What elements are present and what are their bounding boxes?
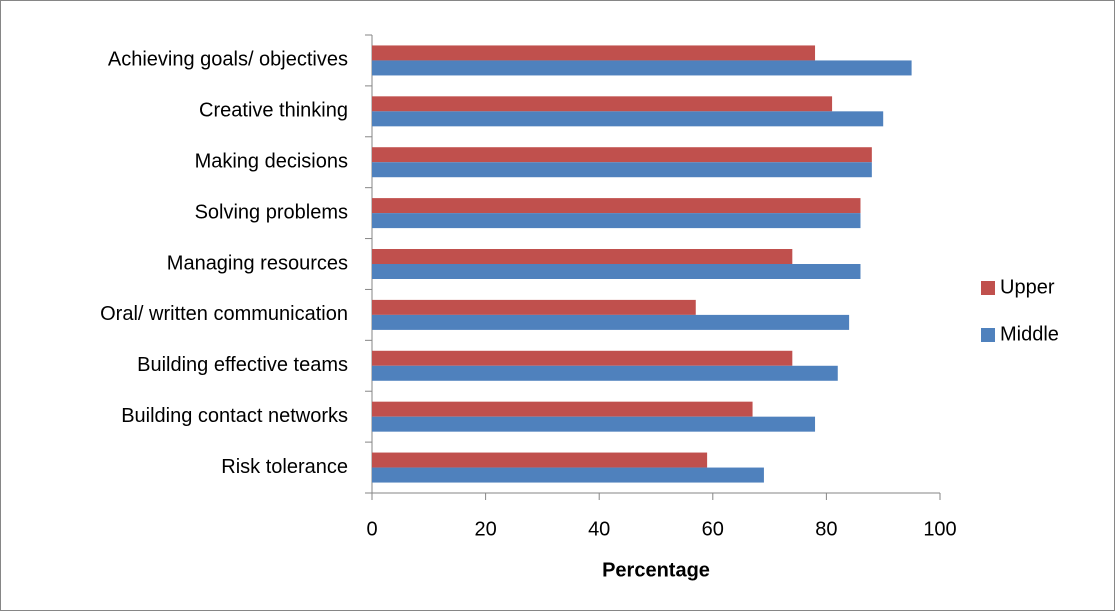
y-tick-label: Oral/ written communication	[100, 303, 348, 325]
legend-swatch	[981, 328, 995, 342]
legend-swatch	[981, 281, 995, 295]
bar	[372, 45, 816, 61]
legend-label: Upper	[1000, 276, 1055, 298]
y-tick-label: Building effective teams	[137, 354, 348, 376]
bar	[372, 452, 708, 468]
x-tick-label: 100	[923, 518, 956, 540]
x-tick-label: 60	[702, 518, 724, 540]
bar	[372, 198, 861, 214]
bar	[372, 60, 912, 76]
bar	[372, 314, 850, 330]
bar	[372, 416, 816, 432]
x-tick-label: 0	[366, 518, 377, 540]
bar	[372, 147, 872, 163]
x-tick-label: 40	[588, 518, 610, 540]
legend-label: Middle	[1000, 323, 1059, 345]
bar	[372, 401, 753, 417]
bar	[372, 299, 696, 315]
bar	[372, 350, 793, 366]
y-tick-label: Building contact networks	[121, 405, 348, 427]
bar	[372, 111, 884, 127]
bar	[372, 96, 833, 112]
y-tick-label: Risk tolerance	[221, 456, 348, 478]
bar	[372, 365, 838, 381]
y-tick-label: Making decisions	[195, 151, 348, 173]
x-axis-title: Percentage	[602, 559, 710, 581]
y-tick-label: Solving problems	[195, 201, 348, 223]
bar	[372, 264, 861, 279]
bar	[372, 162, 872, 178]
y-tick-label: Managing resources	[167, 252, 348, 274]
y-tick-label: Achieving goals/ objectives	[108, 49, 348, 71]
y-tick-label: Creative thinking	[199, 100, 348, 122]
x-tick-label: 20	[474, 518, 496, 540]
bar	[372, 467, 764, 483]
x-tick-label: 80	[815, 518, 837, 540]
bar	[372, 249, 793, 264]
bar	[372, 213, 861, 229]
